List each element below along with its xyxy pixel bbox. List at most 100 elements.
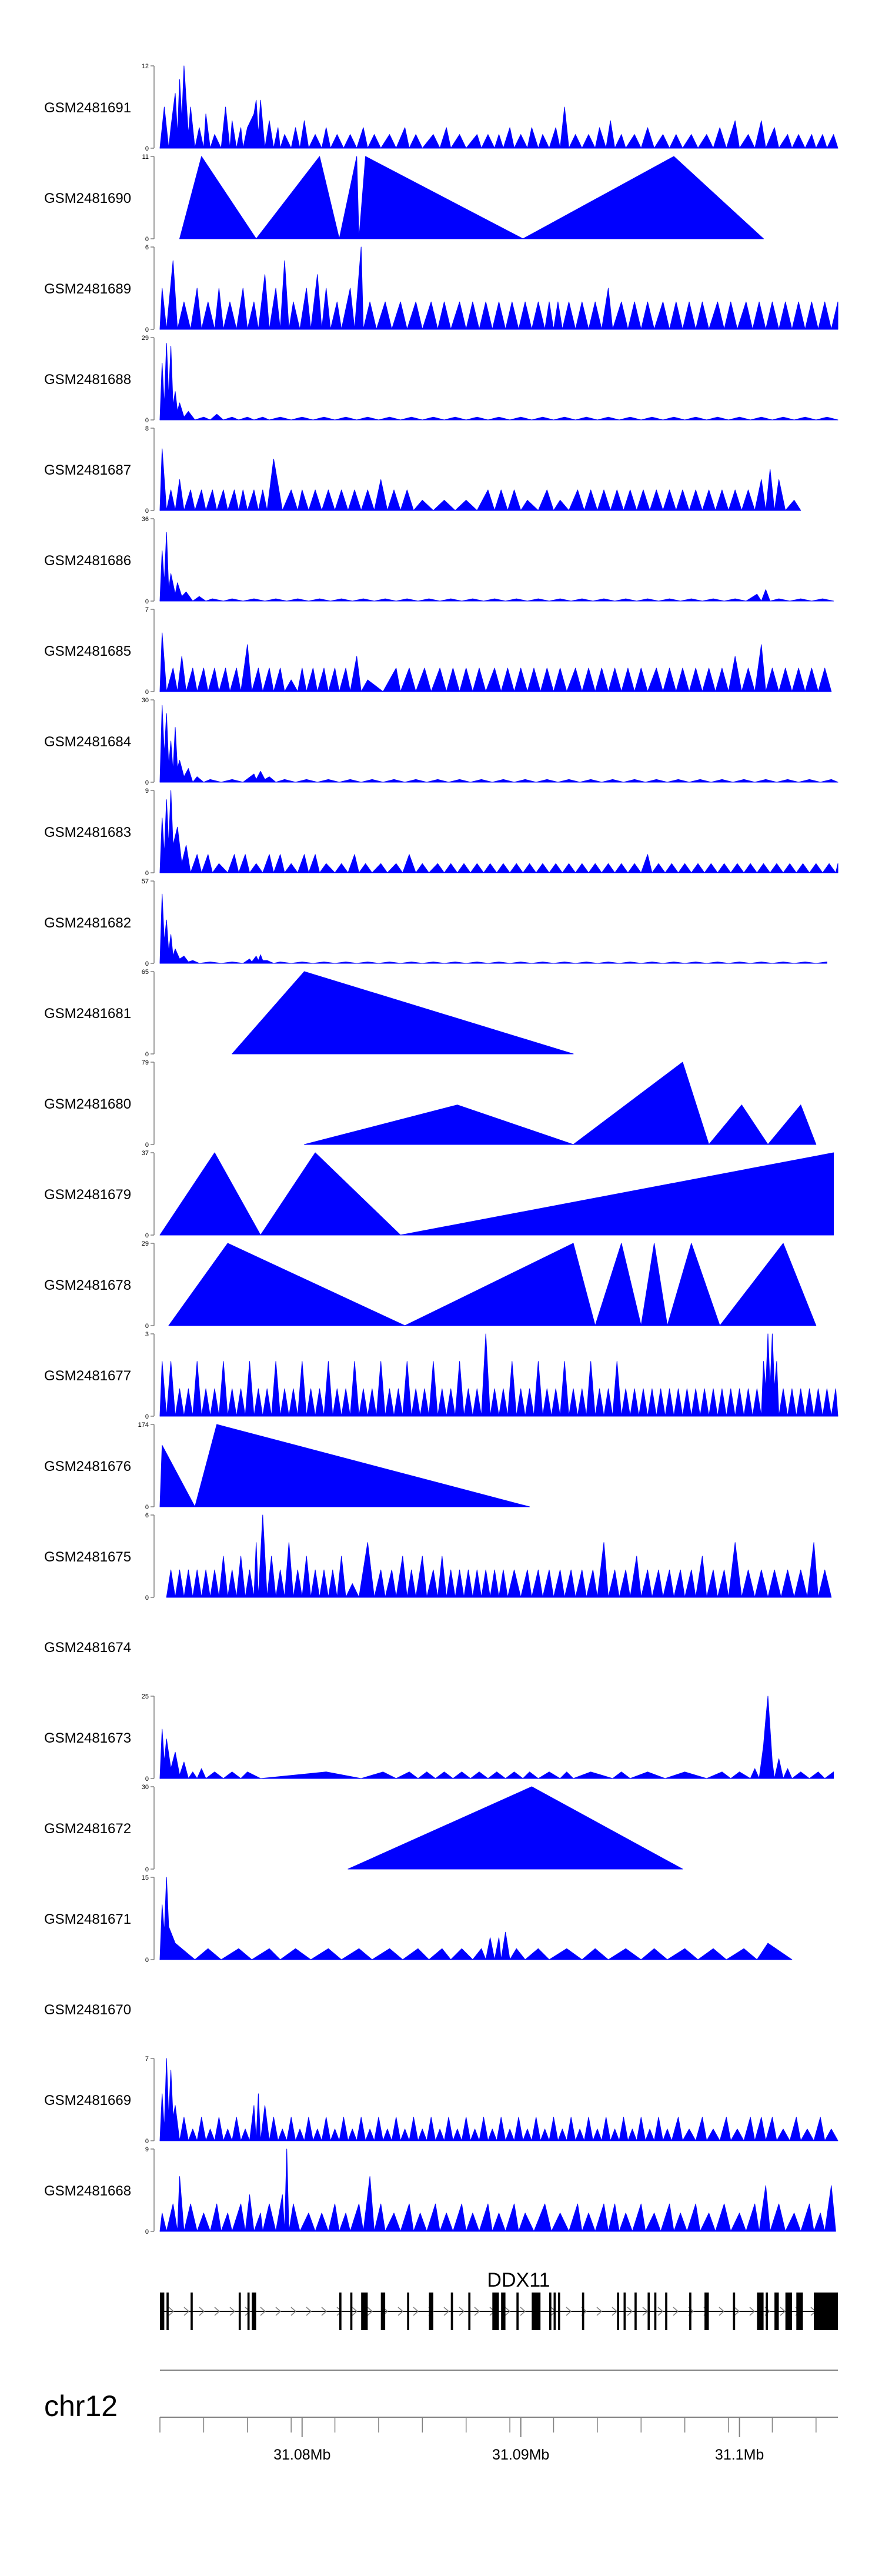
track-ymax-label: 15 bbox=[142, 1874, 149, 1881]
track-area bbox=[159, 2148, 836, 2232]
gene-exon bbox=[407, 2293, 409, 2330]
track-ymin-label: 0 bbox=[145, 1504, 149, 1511]
track-GSM2481669: GSM2481669 7 0 bbox=[44, 2056, 838, 2145]
track-area bbox=[348, 1786, 683, 1870]
track-ymax-label: 36 bbox=[142, 516, 149, 523]
gene-exons bbox=[160, 2293, 838, 2330]
strand-arrow bbox=[367, 2307, 373, 2316]
track-ymin-label: 0 bbox=[145, 2138, 149, 2145]
track-label: GSM2481683 bbox=[44, 825, 131, 840]
track-ymin-label: 0 bbox=[145, 1232, 149, 1239]
gene-exon bbox=[582, 2293, 584, 2330]
track-area bbox=[159, 343, 838, 421]
track-label: GSM2481682 bbox=[44, 915, 131, 931]
track-area bbox=[159, 790, 838, 873]
track-ymax-label: 11 bbox=[142, 154, 149, 161]
track-label: GSM2481690 bbox=[44, 191, 131, 206]
track-GSM2481681: GSM2481681 65 0 bbox=[44, 969, 574, 1058]
gene-exon bbox=[617, 2293, 619, 2330]
track-ymin-label: 0 bbox=[145, 1051, 149, 1058]
track-ymin-label: 0 bbox=[145, 870, 149, 877]
axis-tick-label: 31.1Mb bbox=[715, 2447, 764, 2463]
track-ymin-label: 0 bbox=[145, 1323, 149, 1330]
track-ymax-label: 65 bbox=[142, 969, 149, 976]
track-ymax-label: 8 bbox=[145, 425, 149, 432]
gene-exon bbox=[623, 2293, 626, 2330]
track-GSM2481686: GSM2481686 36 0 bbox=[44, 516, 834, 605]
track-ymin-label: 0 bbox=[145, 1957, 149, 1964]
gene-exon bbox=[429, 2293, 433, 2330]
strand-arrow bbox=[321, 2307, 328, 2316]
strand-arrow bbox=[749, 2307, 756, 2316]
chromosome-label: chr12 bbox=[44, 2390, 118, 2422]
track-area bbox=[159, 893, 827, 964]
track-area bbox=[159, 2058, 838, 2141]
strand-arrow bbox=[336, 2307, 343, 2316]
track-ymin-label: 0 bbox=[145, 1776, 149, 1783]
gene-exon bbox=[166, 2293, 169, 2330]
track-ymin-label: 0 bbox=[145, 1413, 149, 1420]
gene-exon bbox=[516, 2293, 519, 2330]
gene-exon bbox=[450, 2293, 453, 2330]
strand-arrow bbox=[214, 2307, 220, 2316]
track-ymax-label: 12 bbox=[142, 63, 149, 70]
gene-exon bbox=[549, 2293, 552, 2330]
track-ymin-label: 0 bbox=[145, 689, 149, 696]
gene-exon bbox=[785, 2293, 792, 2330]
strand-arrow bbox=[474, 2307, 480, 2316]
strand-arrow bbox=[352, 2307, 358, 2316]
gene-exon bbox=[361, 2293, 368, 2330]
axis-ticks bbox=[159, 2417, 817, 2437]
track-area bbox=[179, 156, 764, 239]
track-ymin-label: 0 bbox=[145, 2228, 149, 2235]
strand-arrow bbox=[245, 2307, 251, 2316]
track-label: GSM2481675 bbox=[44, 1549, 131, 1565]
track-area bbox=[159, 1333, 838, 1417]
gene-exon bbox=[553, 2293, 556, 2330]
gene-exon bbox=[665, 2293, 667, 2330]
gene-label: DDX11 bbox=[487, 2269, 550, 2291]
strand-arrow bbox=[260, 2307, 266, 2316]
track-GSM2481690: GSM2481690 11 0 bbox=[44, 154, 764, 243]
track-GSM2481687: GSM2481687 8 0 bbox=[44, 425, 801, 515]
track-GSM2481670: GSM2481670 bbox=[44, 2002, 131, 2018]
track-label: GSM2481688 bbox=[44, 372, 131, 388]
track-ymax-label: 30 bbox=[142, 697, 149, 704]
track-ymin-label: 0 bbox=[145, 326, 149, 333]
track-GSM2481679: GSM2481679 37 0 bbox=[44, 1150, 834, 1239]
gene-exon bbox=[247, 2293, 250, 2330]
strand-arrow bbox=[290, 2307, 297, 2316]
track-ymin-label: 0 bbox=[145, 1142, 149, 1149]
track-label: GSM2481677 bbox=[44, 1368, 131, 1384]
strand-arrow bbox=[505, 2307, 511, 2316]
track-ymax-label: 6 bbox=[145, 1512, 149, 1519]
track-area bbox=[159, 246, 838, 330]
strand-arrow bbox=[168, 2307, 175, 2316]
track-area bbox=[159, 448, 801, 511]
gene-exon bbox=[492, 2293, 499, 2330]
track-ymax-label: 3 bbox=[145, 1331, 149, 1338]
track-ymax-label: 9 bbox=[145, 788, 149, 795]
axis-tick-label: 31.08Mb bbox=[273, 2447, 330, 2463]
strand-arrow bbox=[627, 2307, 633, 2316]
track-label: GSM2481691 bbox=[44, 100, 131, 116]
track-GSM2481678: GSM2481678 29 0 bbox=[44, 1240, 817, 1330]
strand-arrow bbox=[657, 2307, 664, 2316]
track-label: GSM2481681 bbox=[44, 1006, 131, 1022]
gene-exon bbox=[634, 2293, 637, 2330]
track-label: GSM2481684 bbox=[44, 734, 131, 750]
strand-arrow bbox=[566, 2307, 572, 2316]
track-area bbox=[232, 971, 574, 1055]
track-area bbox=[304, 1062, 817, 1145]
track-ymin-label: 0 bbox=[145, 417, 149, 424]
track-label: GSM2481679 bbox=[44, 1187, 131, 1203]
track-GSM2481668: GSM2481668 9 0 bbox=[44, 2146, 836, 2235]
strand-arrow bbox=[612, 2307, 618, 2316]
track-GSM2481671: GSM2481671 15 0 bbox=[44, 1874, 793, 1964]
track-label: GSM2481672 bbox=[44, 1821, 131, 1837]
track-label: GSM2481674 bbox=[44, 1640, 131, 1656]
track-label: GSM2481687 bbox=[44, 462, 131, 478]
strand-arrow bbox=[199, 2307, 205, 2316]
track-ymin-label: 0 bbox=[145, 508, 149, 515]
